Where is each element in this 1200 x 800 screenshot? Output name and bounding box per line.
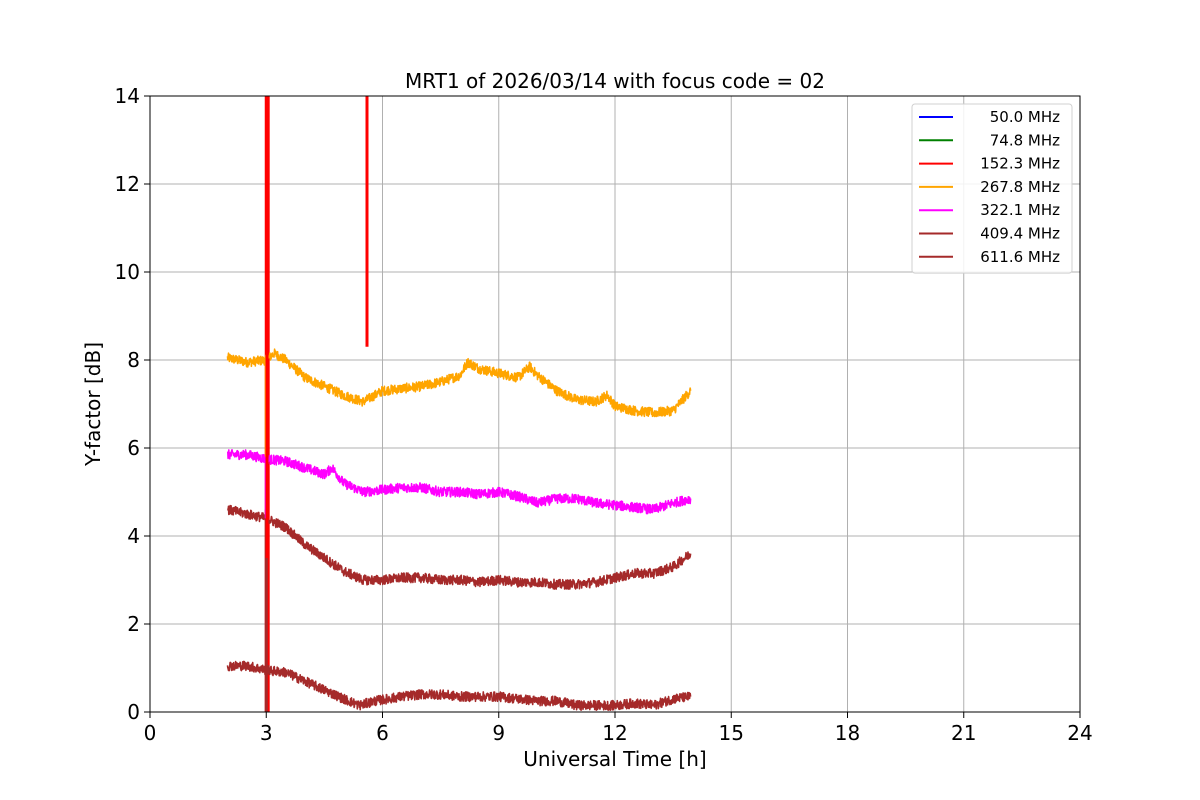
x-tick-label: 24 [1067,721,1092,745]
legend-label: 409.4 MHz [980,225,1060,243]
y-tick-label: 14 [115,84,140,108]
series-611-6-mhz-line [226,660,692,711]
x-tick-label: 18 [835,721,860,745]
legend-label: 74.8 MHz [990,131,1060,149]
legend-box [911,103,1073,274]
legend-label: 611.6 MHz [980,248,1060,266]
legend: 50.0 MHz 74.8 MHz 152.3 MHz 267.8 MHz 322.1 … [911,103,1073,274]
y-tick-label: 12 [115,172,140,196]
y-tick-label: 8 [127,348,140,372]
legend-label: 152.3 MHz [980,155,1060,173]
x-tick-label: 0 [144,721,157,745]
series-322-1-mhz-line [226,449,692,515]
series-267-8-mhz-line [226,348,692,418]
x-tick-label: 21 [951,721,976,745]
y-tick-label: 4 [127,524,140,548]
legend-label: 267.8 MHz [980,178,1060,196]
series-group [226,96,692,712]
x-tick-label: 3 [260,721,273,745]
y-tick-label: 2 [127,612,140,636]
y-tick-label: 6 [127,436,140,460]
y-axis-label: Y-factor [dB] [81,342,105,467]
chart-title: MRT1 of 2026/03/14 with focus code = 02 [405,69,825,93]
x-axis-label: Universal Time [h] [523,747,706,771]
x-tick-label: 12 [602,721,627,745]
legend-label: 50.0 MHz [990,108,1060,126]
series-409-4-mhz-line [227,504,692,590]
y-tick-label: 10 [115,260,140,284]
y-tick-label: 0 [127,700,140,724]
series-layer [226,96,692,712]
x-tick-label: 6 [376,721,389,745]
legend-label: 322.1 MHz [980,201,1060,219]
x-tick-label: 9 [492,721,505,745]
x-tick-label: 15 [719,721,744,745]
